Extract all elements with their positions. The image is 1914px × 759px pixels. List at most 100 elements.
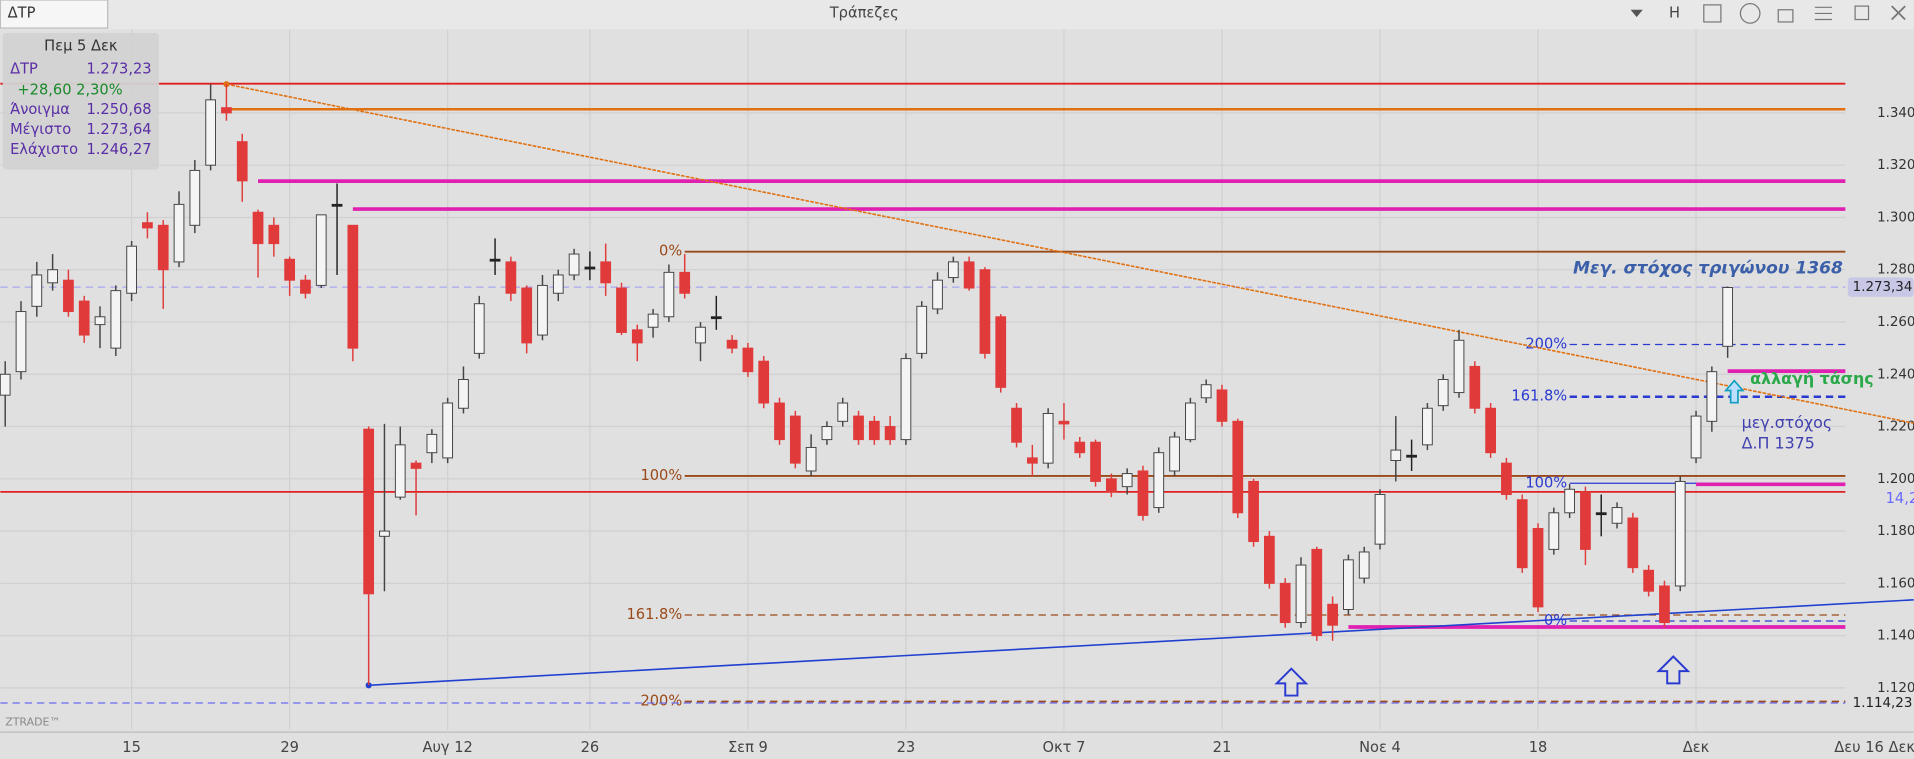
symbol-tab-text: ΔΤΡ bbox=[8, 4, 36, 21]
x-tick-label: 26 bbox=[581, 739, 600, 756]
up-arrow-icon bbox=[1274, 667, 1309, 697]
candle-body bbox=[774, 402, 785, 441]
candle-body bbox=[1327, 603, 1338, 626]
restore-icon[interactable] bbox=[1854, 5, 1870, 21]
candle-body bbox=[1595, 512, 1607, 516]
candle-body bbox=[1453, 339, 1465, 394]
candle-body bbox=[110, 290, 122, 349]
candle-body bbox=[94, 316, 106, 326]
candle-body bbox=[284, 258, 296, 281]
candle-body bbox=[1485, 407, 1496, 454]
candle-body bbox=[1248, 480, 1259, 543]
annotation: Δ.Π 1375 bbox=[1742, 434, 1815, 453]
mode-button[interactable]: H bbox=[1669, 4, 1680, 21]
candle-body bbox=[932, 279, 943, 310]
info-symbol: ΔΤΡ bbox=[10, 61, 38, 78]
y-tick-label: 1.300 bbox=[1877, 210, 1914, 225]
close-icon[interactable] bbox=[1891, 5, 1906, 21]
candle-body bbox=[394, 444, 406, 498]
candle-body bbox=[268, 224, 280, 245]
info-label: Άνοιγμα bbox=[10, 101, 70, 118]
candle-body bbox=[1516, 499, 1528, 569]
y-tick-label: 1.160 bbox=[1877, 576, 1914, 591]
info-box bbox=[2, 32, 159, 170]
toolbar bbox=[0, 0, 1914, 30]
info-label: Ελάχιστο bbox=[10, 141, 78, 158]
grid: 1.120 1.140 1.160 1.180 1.200 1.220 1.240 1.260… bbox=[0, 29, 1914, 756]
dropdown-icon[interactable] bbox=[1630, 9, 1643, 18]
candle-body bbox=[78, 300, 90, 336]
candle-body bbox=[821, 426, 833, 441]
toolbar-icon[interactable] bbox=[1703, 4, 1722, 23]
candle-body bbox=[47, 269, 58, 284]
cursor-date: Δευ 16 Δεκ bbox=[1834, 739, 1914, 756]
candle-body bbox=[363, 428, 375, 595]
candle-body bbox=[1627, 517, 1639, 569]
fib-label: 100% bbox=[640, 467, 682, 484]
candle-body bbox=[1042, 412, 1054, 464]
up-arrow-icon bbox=[1656, 655, 1691, 685]
candle-body bbox=[1074, 441, 1086, 454]
candle-body bbox=[0, 373, 11, 396]
candle-body bbox=[205, 99, 216, 166]
candle-body bbox=[1422, 407, 1433, 446]
info-value: 1.273,64 bbox=[86, 121, 151, 138]
candle-body bbox=[221, 107, 232, 114]
candle-body bbox=[458, 379, 469, 409]
candle-body bbox=[31, 274, 43, 307]
candle-body bbox=[884, 426, 896, 441]
x-tick-label: 15 bbox=[122, 739, 141, 756]
candle-body bbox=[726, 339, 738, 349]
candle-body bbox=[489, 258, 501, 262]
candle-body bbox=[1374, 494, 1386, 545]
x-tick-label: 23 bbox=[897, 739, 916, 756]
candle-body bbox=[63, 279, 74, 313]
annotation: μεγ.στόχος bbox=[1742, 413, 1833, 432]
candle-body bbox=[1295, 564, 1307, 624]
trendline bbox=[368, 599, 1914, 687]
watermark: ZTRADE™ bbox=[5, 715, 60, 728]
annotation: 14,2 bbox=[1886, 490, 1914, 507]
fib-label: 0% bbox=[659, 243, 682, 260]
candle-body bbox=[742, 347, 754, 373]
menu-icon[interactable] bbox=[1814, 6, 1832, 21]
price-tag: 1.114,23 bbox=[1853, 696, 1913, 711]
candle-body bbox=[1232, 420, 1244, 514]
candle-body bbox=[1153, 452, 1165, 509]
overlay: 1.273,34 1.114,23 Μεγ. στόχος τριγώνου 136… bbox=[1573, 258, 1914, 711]
candle-body bbox=[15, 311, 27, 373]
candle-body bbox=[236, 141, 248, 182]
candle-body bbox=[695, 326, 706, 344]
candle-body bbox=[947, 261, 959, 279]
candle-body bbox=[473, 303, 485, 354]
candle-body bbox=[1026, 457, 1038, 464]
candle-body bbox=[1469, 365, 1481, 409]
candle-body bbox=[1279, 582, 1291, 624]
levels: 0% 100% 161.8% 200% 200% 161.8% 100% 0% bbox=[0, 81, 1914, 709]
candle-body bbox=[805, 446, 817, 472]
candle-body bbox=[837, 402, 849, 422]
toolbar-icon[interactable] bbox=[1739, 3, 1761, 24]
candle-body bbox=[1185, 402, 1196, 441]
candle-body bbox=[142, 222, 153, 229]
candle-body bbox=[300, 279, 311, 294]
info-value: 1.246,27 bbox=[86, 141, 151, 158]
fib-label: 161.8% bbox=[1511, 388, 1567, 405]
candle-body bbox=[1643, 569, 1655, 592]
info-label: Μέγιστο bbox=[10, 121, 71, 138]
candle-body bbox=[1216, 389, 1228, 422]
candle-body bbox=[631, 329, 643, 344]
y-tick-label: 1.240 bbox=[1877, 367, 1914, 382]
y-tick-label: 1.340 bbox=[1877, 106, 1914, 121]
candle-body bbox=[647, 313, 659, 328]
candle-body bbox=[916, 305, 928, 354]
candle-body bbox=[1200, 384, 1212, 399]
y-tick-label: 1.180 bbox=[1877, 524, 1914, 539]
info-last: 1.273,23 bbox=[86, 61, 151, 78]
candle-body bbox=[379, 530, 390, 537]
toolbar-icon[interactable] bbox=[1777, 9, 1794, 23]
candle-body bbox=[157, 224, 169, 271]
symbol-tab[interactable] bbox=[0, 0, 109, 29]
candle-body bbox=[173, 203, 185, 263]
candle-body bbox=[979, 269, 991, 354]
